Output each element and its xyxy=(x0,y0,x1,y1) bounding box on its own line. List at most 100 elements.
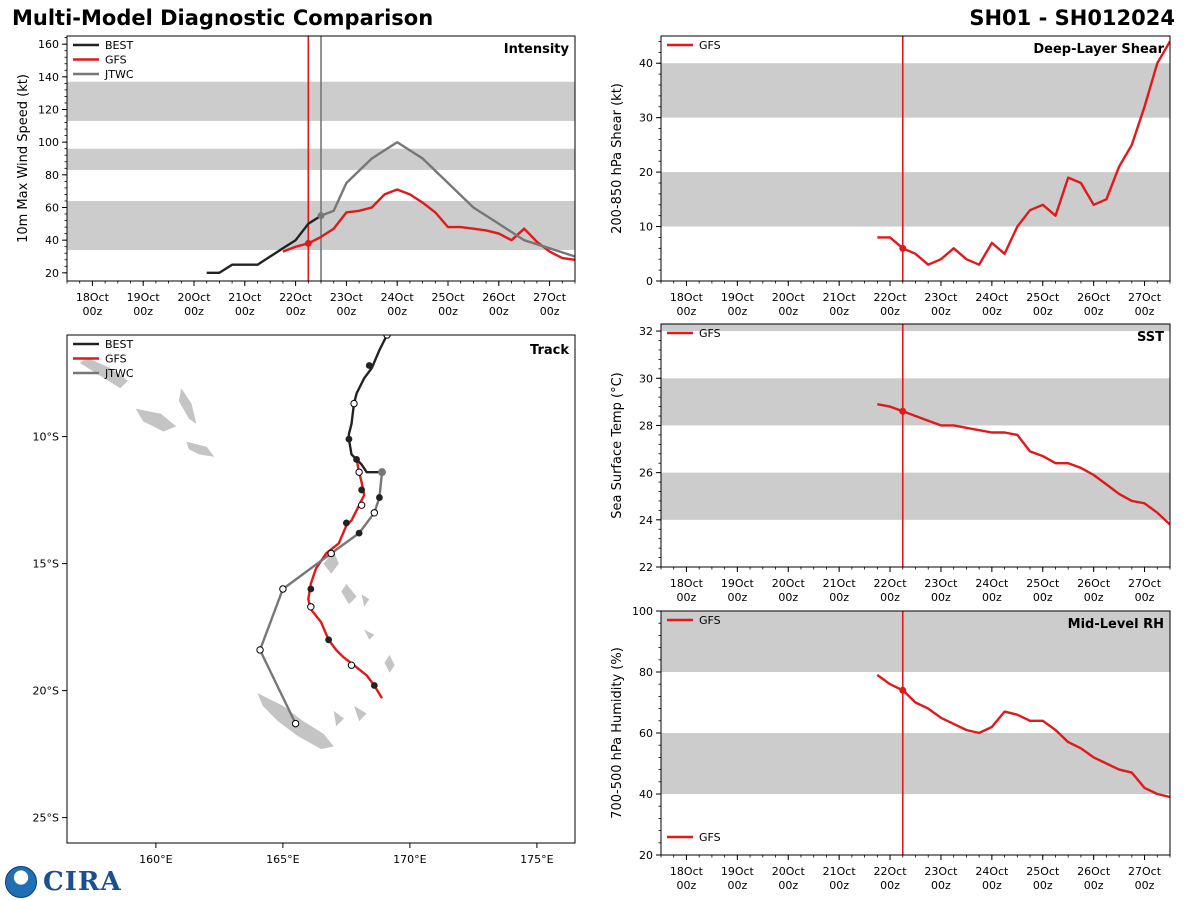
shear-xtick-label: 00z xyxy=(880,305,900,318)
rh-xtick-label: 00z xyxy=(1084,879,1104,892)
shear-xtick-label: 00z xyxy=(829,305,849,318)
rh-xtick-label: 00z xyxy=(677,879,697,892)
shear-xtick-label: 00z xyxy=(982,305,1002,318)
land-7 xyxy=(364,629,375,640)
legend-gfs-label: GFS xyxy=(105,54,127,67)
track-frame xyxy=(66,334,576,844)
sst-ylabel: Sea Surface Temp (°C) xyxy=(610,372,625,519)
intensity-xtick-label: 25Oct xyxy=(431,291,465,304)
intensity-xtick-label: 00z xyxy=(235,305,255,318)
sst-xtick-label: 00z xyxy=(677,591,697,604)
land-5 xyxy=(341,583,357,605)
intensity-panel-title: Intensity xyxy=(504,42,570,57)
land-4 xyxy=(323,550,339,574)
track-gfs-point xyxy=(307,585,315,593)
sst-xtick-label: 00z xyxy=(880,591,900,604)
sst-xtick-label: 24Oct xyxy=(975,577,1009,590)
rh-band-1 xyxy=(661,611,1170,672)
rh-ytick-label: 20 xyxy=(639,849,653,862)
track-ytick-label: 15°S xyxy=(33,558,59,571)
rh-xtick-label: 00z xyxy=(1033,879,1053,892)
sst-xtick-label: 23Oct xyxy=(924,577,958,590)
sst-xtick-label: 18Oct xyxy=(670,577,704,590)
shear-ytick-label: 40 xyxy=(639,57,653,70)
track-jtwc-point xyxy=(355,529,363,537)
land-1 xyxy=(135,408,177,432)
intensity-marker-gfs xyxy=(304,239,312,247)
rh-xtick-label: 26Oct xyxy=(1077,865,1111,878)
shear-ytick-label: 0 xyxy=(646,275,653,288)
rh-marker-gfs xyxy=(899,686,907,694)
track-best-point xyxy=(365,362,373,369)
sst-series-gfs xyxy=(877,403,1170,526)
intensity-xtick-label: 18Oct xyxy=(76,291,110,304)
track-best-point xyxy=(383,335,391,339)
intensity-series-jtwc xyxy=(320,140,575,258)
intensity-ytick-label: 120 xyxy=(38,104,59,117)
rh-xtick-label: 20Oct xyxy=(772,865,806,878)
rh-xtick-label: 00z xyxy=(829,879,849,892)
shear-series-gfs xyxy=(877,40,1170,266)
shear-xtick-label: 20Oct xyxy=(772,291,806,304)
sst-xtick-label: 21Oct xyxy=(823,577,857,590)
shear-xtick-label: 21Oct xyxy=(823,291,857,304)
sst-ytick-label: 32 xyxy=(639,325,653,338)
legend-best-label: BEST xyxy=(105,39,133,52)
shear-ylabel: 200-850 hPa Shear (kt) xyxy=(610,83,625,234)
rh-xtick-label: 24Oct xyxy=(975,865,1009,878)
intensity-marker-jtwc xyxy=(317,212,325,220)
rh-ylabel: 700-500 hPa Humidity (%) xyxy=(610,647,625,819)
intensity-xtick-label: 23Oct xyxy=(330,291,364,304)
track-jtwc-point xyxy=(256,646,264,654)
shear-xtick-label: 00z xyxy=(931,305,951,318)
sst-ytick-label: 30 xyxy=(639,372,653,385)
intensity-plot-area xyxy=(67,36,575,281)
rh-series-gfs xyxy=(876,674,1170,799)
intensity-ytick-label: 160 xyxy=(38,38,59,51)
shear-xtick-label: 00z xyxy=(677,305,697,318)
intensity-xtick-label: 24Oct xyxy=(381,291,415,304)
shear-xtick-label: 00z xyxy=(727,305,747,318)
intensity-xtick-label: 00z xyxy=(184,305,204,318)
shear-ytick-label: 20 xyxy=(639,166,653,179)
track-jtwc-point xyxy=(377,468,386,477)
shear-xtick-label: 19Oct xyxy=(721,291,755,304)
rh-xtick-label: 22Oct xyxy=(874,865,908,878)
track-gfs-point xyxy=(307,603,315,611)
rh-xtick-label: 00z xyxy=(1135,879,1155,892)
rh-xtick-label: 00z xyxy=(727,879,747,892)
intensity-xtick-label: 26Oct xyxy=(482,291,516,304)
shear-plot-area xyxy=(661,36,1170,281)
sst-ytick-label: 24 xyxy=(639,514,653,527)
track-jtwc-point xyxy=(279,585,287,593)
track-ytick-label: 20°S xyxy=(33,685,59,698)
intensity-xtick-label: 22Oct xyxy=(279,291,313,304)
track-jtwc-point xyxy=(327,549,335,558)
sst-band-1 xyxy=(661,378,1170,426)
sst-xtick-label: 00z xyxy=(982,591,1002,604)
shear-band-1 xyxy=(661,63,1170,118)
sst-xtick-label: 27Oct xyxy=(1128,577,1162,590)
sst-xtick-label: 00z xyxy=(1135,591,1155,604)
intensity-ytick-label: 60 xyxy=(45,202,59,215)
rh-panel-title: Mid-Level RH xyxy=(1068,617,1164,632)
sst-xtick-label: 00z xyxy=(1033,591,1053,604)
shear-ytick-label: 10 xyxy=(639,221,653,234)
noaa-icon xyxy=(5,866,37,898)
track-ytick-label: 25°S xyxy=(33,812,59,825)
track-xtick-label: 175°E xyxy=(520,853,553,866)
intensity-xtick-label: 00z xyxy=(387,305,407,318)
sst-xtick-label: 00z xyxy=(778,591,798,604)
intensity-xtick-label: 21Oct xyxy=(228,291,262,304)
storm-id: SH01 - SH012024 xyxy=(969,6,1175,30)
land-10 xyxy=(354,705,367,722)
intensity-ylabel: 10m Max Wind Speed (kt) xyxy=(16,74,31,243)
intensity-xtick-label: 00z xyxy=(438,305,458,318)
sst-xtick-label: 20Oct xyxy=(772,577,806,590)
land-8 xyxy=(384,655,395,673)
shear-band-0 xyxy=(661,172,1170,227)
rh-xtick-label: 00z xyxy=(931,879,951,892)
track-gfs-point xyxy=(347,661,356,669)
shear-marker-gfs xyxy=(899,244,907,252)
